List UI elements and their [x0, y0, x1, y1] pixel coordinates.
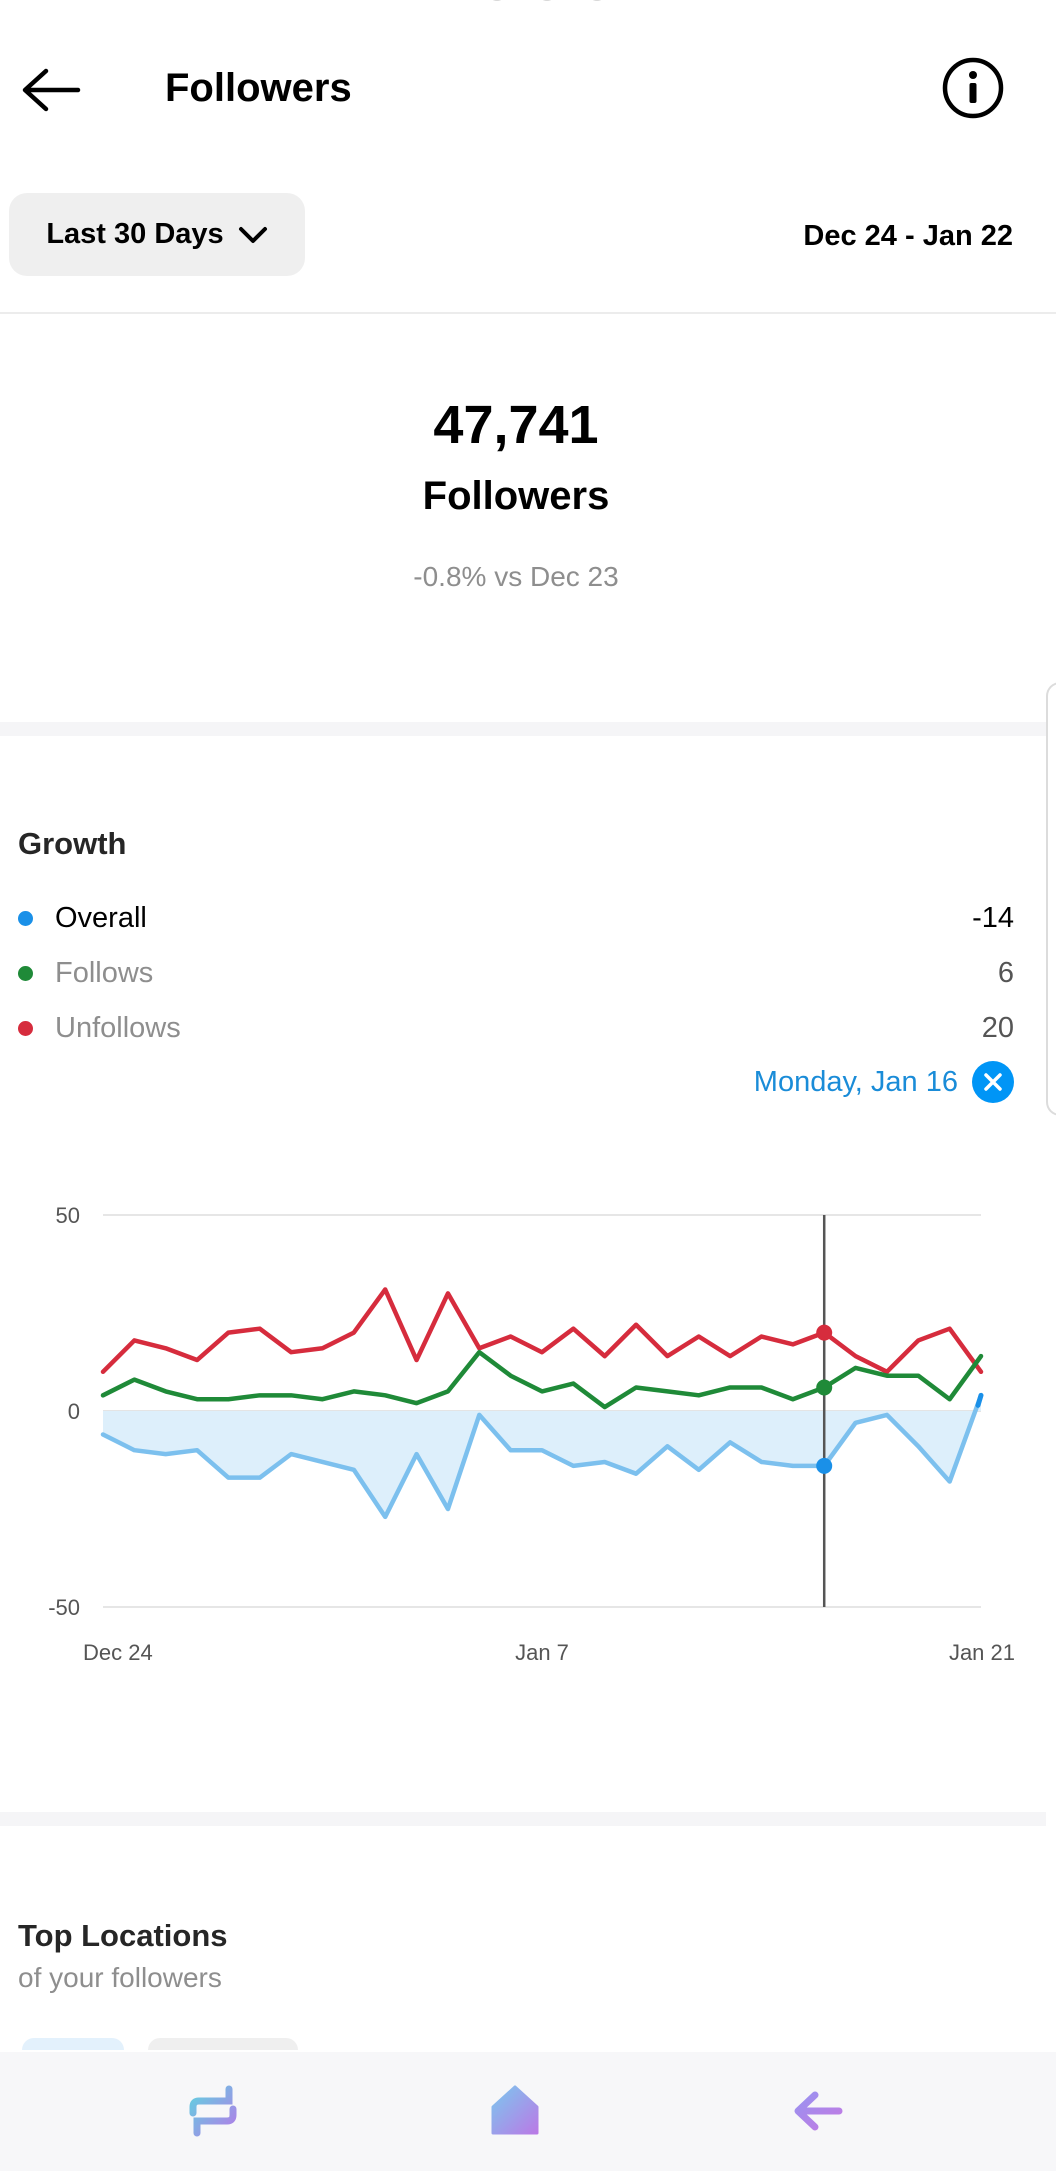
overall-end-accent	[975, 1392, 984, 1408]
selected-date: Monday, Jan 16	[754, 1061, 1014, 1103]
x-tick-label: Jan 7	[515, 1640, 569, 1665]
recents-icon	[189, 2085, 237, 2137]
y-tick-label: 0	[68, 1399, 80, 1424]
unfollows-line	[100, 1287, 984, 1375]
date-range-dropdown-label: Last 30 Days	[46, 218, 224, 250]
legend-name: Follows	[55, 956, 154, 989]
clear-selection-button[interactable]	[972, 1061, 1014, 1103]
divider	[0, 312, 1056, 314]
y-tick-label: -50	[48, 1595, 80, 1620]
chevron-down-icon	[238, 226, 267, 243]
selected-date-label: Monday, Jan 16	[753, 1065, 958, 1098]
back-button[interactable]	[18, 62, 84, 118]
legend-value: -14	[972, 901, 1014, 934]
follows-legend-dot	[18, 965, 33, 981]
legend-row-unfollows[interactable]: Unfollows 20	[18, 1006, 1014, 1050]
section-separator	[0, 1812, 1046, 1826]
legend-row-overall[interactable]: Overall -14	[18, 896, 1014, 940]
date-range-text: Dec 24 - Jan 22	[803, 220, 1013, 252]
tab-countries[interactable]	[148, 2038, 298, 2050]
overall-legend-dot	[18, 910, 33, 926]
date-range-dropdown[interactable]: Last 30 Days	[9, 193, 305, 276]
follower-count-label: Followers	[422, 474, 610, 518]
unfollows-highlight-point	[816, 1324, 833, 1341]
legend-value: 6	[997, 956, 1014, 989]
home-button[interactable]	[480, 2076, 550, 2146]
overall-highlight-point	[816, 1457, 833, 1474]
top-locations-title: Top Locations	[18, 1918, 228, 1953]
edge-panel-handle[interactable]	[1046, 682, 1056, 1116]
follows-highlight-point	[816, 1379, 833, 1396]
legend-name: Unfollows	[55, 1011, 181, 1044]
section-separator	[0, 722, 1046, 736]
close-icon	[984, 1073, 1002, 1091]
page-title: Followers	[165, 66, 352, 110]
back-arrow-icon	[794, 2091, 843, 2131]
tab-cities[interactable]	[22, 2038, 124, 2050]
top-locations-subtitle: of your followers	[18, 1962, 222, 1993]
overall-area	[103, 1395, 981, 1517]
follows-line	[100, 1349, 984, 1410]
recents-button[interactable]	[178, 2076, 248, 2146]
info-icon	[942, 57, 1004, 119]
follower-count: 47,741	[433, 395, 599, 455]
system-back-button[interactable]	[782, 2076, 852, 2146]
x-tick-label: Jan 21	[949, 1640, 1015, 1665]
overall-line	[100, 1393, 984, 1520]
legend-value: 20	[981, 1011, 1014, 1044]
arrow-left-icon	[22, 68, 81, 112]
legend-name: Overall	[55, 901, 147, 934]
growth-title: Growth	[18, 826, 127, 861]
comparison-text: -0.8% vs Dec 23	[413, 561, 619, 592]
x-tick-label: Dec 24	[83, 1640, 153, 1665]
status-dots	[492, 0, 602, 1]
home-icon	[491, 2085, 539, 2135]
info-button[interactable]	[940, 55, 1006, 121]
legend-row-follows[interactable]: Follows 6	[18, 951, 1014, 995]
unfollows-legend-dot	[18, 1020, 33, 1036]
y-tick-label: 50	[56, 1203, 80, 1228]
